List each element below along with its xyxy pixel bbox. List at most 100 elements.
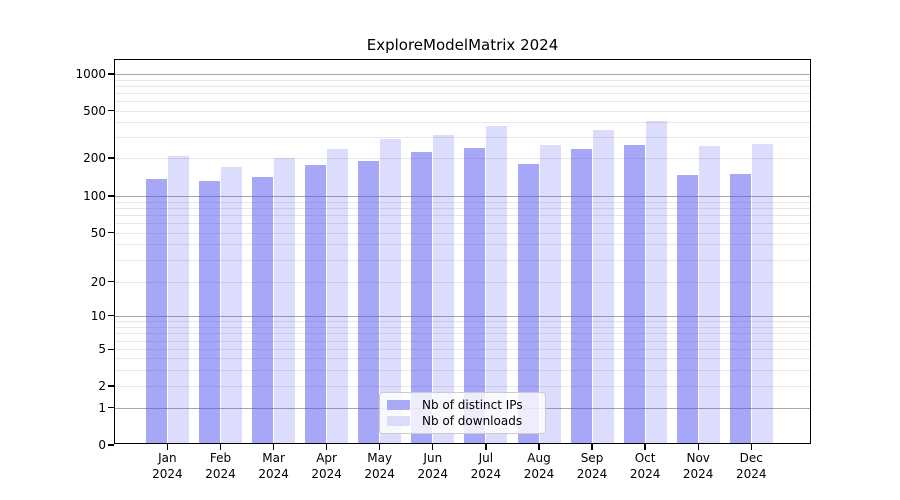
y-tick-mark-5 — [108, 348, 114, 350]
gridline-4 — [115, 358, 810, 360]
gridline-6 — [115, 340, 810, 342]
y-tick-label-1000: 1000 — [75, 67, 106, 81]
y-tick-mark-1 — [108, 407, 114, 409]
y-tick-label-200: 200 — [83, 151, 106, 165]
x-tick-mark-9 — [644, 444, 646, 450]
bar-distinct-ips-may — [358, 161, 380, 444]
bar-downloads-feb — [221, 166, 242, 444]
bar-downloads-dec — [751, 144, 773, 444]
x-tick-mark-3 — [325, 444, 328, 450]
x-tick-label-aug: Aug 2024 — [523, 451, 555, 481]
y-tick-label-2: 2 — [98, 379, 106, 393]
x-tick-label-jul: Jul 2024 — [470, 451, 502, 481]
bar-downloads-jan — [167, 155, 189, 444]
gridline-7 — [115, 333, 810, 334]
x-tick-mark-7 — [538, 444, 540, 450]
gridline-30 — [115, 259, 810, 261]
bar-downloads-oct — [645, 120, 667, 444]
legend: Nb of distinct IPs Nb of downloads — [379, 392, 546, 434]
bar-downloads-may — [380, 138, 402, 444]
gridline-80 — [115, 207, 810, 209]
y-tick-mark-2 — [108, 385, 114, 387]
gridline-2 — [115, 386, 810, 387]
bar-distinct-ips-nov — [676, 175, 698, 444]
gridline-500 — [115, 110, 810, 112]
bar-downloads-jun — [433, 135, 455, 444]
y-tick-label-1: 1 — [98, 400, 106, 415]
bar-distinct-ips-mar — [252, 176, 274, 444]
y-tick-label-5: 5 — [98, 342, 106, 357]
y-tick-mark-1000 — [108, 73, 114, 75]
legend-item-downloads: Nb of downloads — [387, 414, 538, 428]
gridline-300 — [115, 137, 810, 138]
legend-label-distinct-ips: Nb of distinct IPs — [422, 398, 523, 412]
x-tick-mark-0 — [166, 444, 169, 450]
gridline-1000 — [115, 74, 810, 75]
legend-item-distinct-ips: Nb of distinct IPs — [387, 398, 538, 412]
gridline-3 — [115, 369, 810, 371]
bar-distinct-ips-jun — [411, 152, 433, 444]
gridline-400 — [115, 122, 810, 124]
x-tick-label-jun: Jun 2024 — [417, 451, 449, 481]
x-tick-label-dec: Dec 2024 — [736, 451, 767, 481]
bar-distinct-ips-feb — [199, 181, 220, 444]
y-tick-mark-100 — [108, 195, 114, 197]
gridline-100 — [115, 196, 810, 197]
bar-downloads-apr — [327, 148, 349, 444]
y-tick-mark-0 — [108, 444, 114, 446]
x-tick-mark-8 — [591, 444, 593, 450]
y-tick-label-50: 50 — [90, 225, 106, 240]
gridline-8 — [115, 326, 810, 328]
chart-title: ExploreModelMatrix 2024 — [366, 36, 559, 54]
x-tick-mark-11 — [750, 444, 752, 450]
legend-swatch-distinct-ips — [387, 400, 410, 410]
bar-downloads-mar — [274, 158, 296, 444]
bar-distinct-ips-dec — [729, 174, 751, 444]
x-tick-label-sep: Sep 2024 — [576, 451, 608, 481]
bar-downloads-sep — [592, 130, 614, 444]
bar-distinct-ips-oct — [623, 145, 645, 444]
x-tick-label-mar: Mar 2024 — [258, 451, 289, 481]
bar-distinct-ips-jul — [464, 147, 486, 444]
y-tick-mark-50 — [108, 231, 114, 234]
gridline-20 — [115, 281, 810, 283]
gridline-40 — [115, 244, 810, 246]
gridline-5 — [115, 349, 810, 351]
y-tick-mark-10 — [108, 315, 114, 317]
bar-distinct-ips-apr — [305, 165, 327, 444]
x-tick-label-oct: Oct 2024 — [629, 451, 661, 481]
gridline-9 — [115, 320, 810, 322]
gridline-700 — [115, 92, 810, 94]
gridline-60 — [115, 222, 810, 224]
y-tick-mark-20 — [108, 280, 114, 283]
y-tick-label-20: 20 — [90, 274, 106, 289]
y-tick-mark-500 — [108, 109, 114, 112]
gridline-200 — [115, 158, 810, 159]
y-tick-label-500: 500 — [83, 103, 106, 118]
y-tick-label-10: 10 — [90, 308, 106, 323]
bar-distinct-ips-jan — [145, 178, 167, 444]
y-tick-label-100: 100 — [83, 189, 106, 203]
gridline-600 — [115, 100, 810, 102]
bar-downloads-aug — [539, 145, 561, 444]
bar-distinct-ips-aug — [517, 163, 539, 444]
x-tick-label-nov: Nov 2024 — [682, 451, 714, 481]
y-tick-label-0: 0 — [98, 438, 106, 452]
x-tick-label-feb: Feb 2024 — [205, 451, 236, 481]
bar-downloads-nov — [698, 146, 720, 444]
gridline-800 — [115, 85, 810, 87]
legend-label-downloads: Nb of downloads — [422, 414, 523, 428]
gridline-10 — [115, 315, 810, 317]
gridline-70 — [115, 214, 810, 216]
x-tick-mark-1 — [219, 444, 222, 450]
x-tick-label-jan: Jan 2024 — [152, 451, 183, 481]
gridline-50 — [115, 232, 810, 234]
x-tick-label-apr: Apr 2024 — [311, 451, 342, 481]
bar-downloads-jul — [486, 126, 508, 444]
x-tick-mark-10 — [697, 444, 699, 450]
bar-distinct-ips-sep — [570, 148, 592, 444]
x-tick-mark-2 — [272, 444, 275, 450]
gridline-90 — [115, 201, 810, 203]
x-tick-mark-5 — [432, 444, 434, 450]
